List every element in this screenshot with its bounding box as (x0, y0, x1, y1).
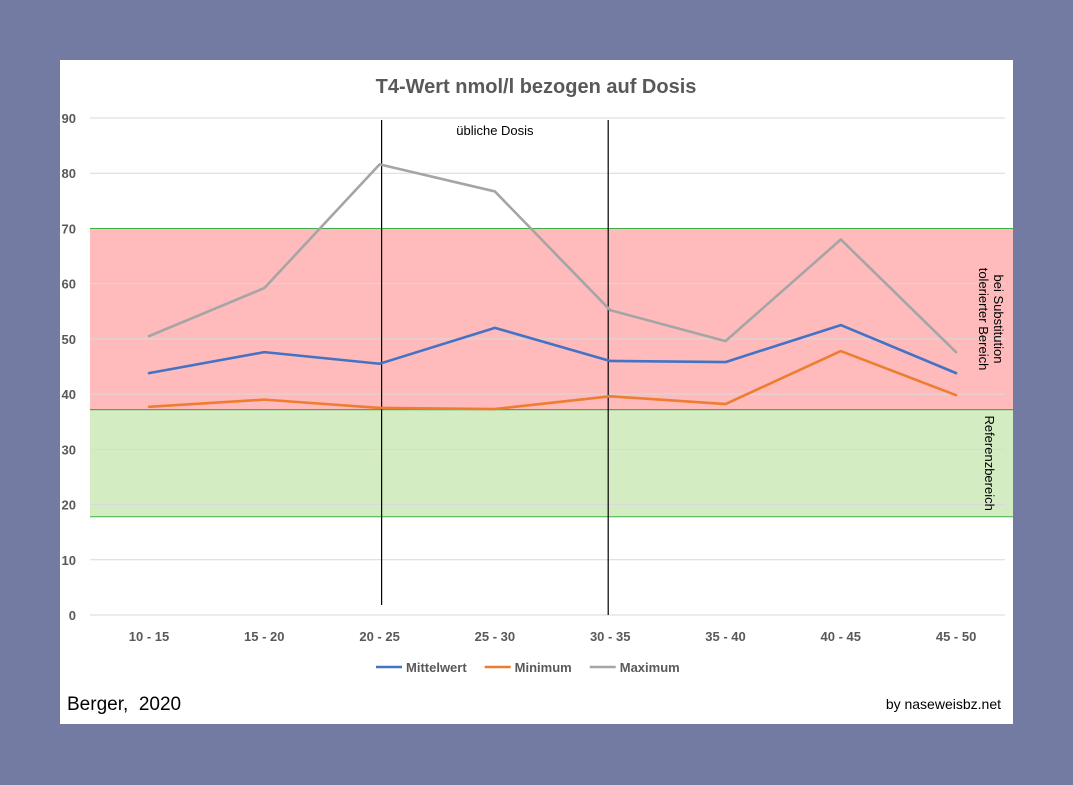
y-tick-label: 0 (69, 608, 76, 623)
series-line-minimum (147, 349, 958, 411)
legend-label-maximum: Maximum (620, 660, 680, 675)
y-tick-label: 60 (62, 277, 76, 292)
y-tick-label: 50 (62, 332, 76, 347)
chart-card: T4-Wert nmol/l bezogen auf Dosis 0 10 20 30 4… (60, 60, 1013, 724)
y-tick-label: 80 (62, 166, 76, 181)
x-tick-label: 10 - 15 (129, 629, 169, 644)
band-tolerated (90, 228, 1013, 410)
series-line-mittelwert (147, 323, 958, 375)
y-tick-label: 10 (62, 553, 76, 568)
chart-title: T4-Wert nmol/l bezogen auf Dosis (376, 76, 697, 98)
y-tick-label: 70 (62, 221, 76, 236)
x-tick-label: 40 - 45 (821, 629, 861, 644)
source-credit: by naseweisbz.net (885, 696, 1001, 712)
y-tick-label: 30 (62, 442, 76, 457)
legend-label-minimum: Minimum (515, 660, 572, 675)
x-tick-label: 20 - 25 (359, 629, 399, 644)
dose-marker-label: übliche Dosis (456, 123, 534, 138)
band-reference (90, 409, 1013, 517)
x-tick-label: 35 - 40 (705, 629, 745, 644)
y-tick-label: 20 (62, 498, 76, 513)
series-line-maximum (147, 163, 958, 354)
legend-label-mittelwert: Mittelwert (406, 660, 467, 675)
x-tick-label: 15 - 20 (244, 629, 284, 644)
y-tick-label: 40 (62, 387, 76, 402)
x-tick-label: 30 - 35 (590, 629, 630, 644)
band-label-tolerated-line1: bei Substitution (991, 275, 1006, 364)
author-credit: Berger, 2020 (67, 694, 182, 715)
x-tick-label: 45 - 50 (936, 629, 976, 644)
y-tick-label: 90 (62, 111, 76, 126)
line-chart: T4-Wert nmol/l bezogen auf Dosis 0 10 20 30 4… (62, 76, 1013, 675)
band-label-tolerated-line2: tolerierter Bereich (976, 268, 991, 371)
x-tick-label: 25 - 30 (475, 629, 515, 644)
band-label-reference: Referenzbereich (982, 415, 997, 510)
